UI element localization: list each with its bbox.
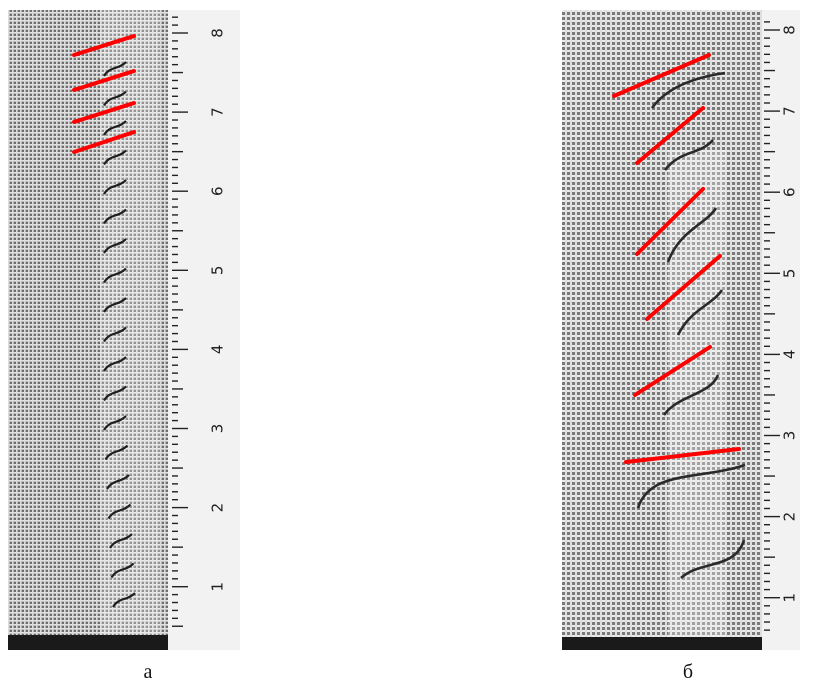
marker-line: [645, 254, 722, 321]
seam: [100, 10, 160, 650]
stitch: [103, 120, 127, 136]
marker-line: [624, 447, 741, 464]
ruler-number: 2: [209, 503, 227, 513]
stitch: [103, 179, 127, 195]
stitch: [103, 208, 127, 225]
ruler-number: 4: [781, 350, 799, 360]
panel: [8, 10, 240, 650]
marker-line: [635, 106, 705, 165]
marker-line: [612, 53, 711, 98]
seam: [668, 150, 726, 640]
marker-line: [72, 69, 136, 92]
stitch: [103, 61, 127, 77]
marker-line: [633, 345, 712, 397]
stitches: [103, 61, 136, 608]
marker-line: [72, 101, 136, 124]
stitch: [103, 356, 127, 372]
ruler-number: 1: [781, 593, 799, 603]
ruler-number: 3: [209, 424, 227, 434]
stitch: [109, 533, 133, 549]
marker-lines: [72, 34, 741, 464]
stitch: [110, 562, 135, 579]
ruler-number: 7: [781, 106, 799, 116]
edge: [562, 637, 762, 650]
stitch: [103, 415, 127, 431]
ruler-number: 6: [781, 187, 799, 197]
stitch: [650, 71, 726, 109]
stitch: [112, 592, 136, 608]
stitch: [680, 539, 746, 579]
stitch: [676, 289, 724, 336]
ruler-number: 2: [781, 512, 799, 522]
marker-line: [72, 34, 136, 57]
stitches: [636, 71, 746, 579]
panel: [562, 10, 800, 650]
ruler-number: 7: [209, 107, 227, 117]
edge: [8, 635, 168, 650]
ruler-number: 8: [781, 25, 799, 35]
ruler: [168, 10, 240, 650]
ruler-number: 4: [209, 345, 227, 355]
panel-label: а: [144, 661, 153, 683]
stitch: [103, 297, 127, 313]
ruler-scale: 1 2 3 4 5 6 7 8: [172, 16, 227, 627]
stitch: [107, 503, 132, 520]
panel-label: б: [683, 661, 693, 683]
ruler-scale: 1 2 3 4 5 6 7 8: [764, 21, 799, 631]
marker-line: [72, 130, 136, 154]
ruler-number: 5: [781, 269, 799, 279]
stitch: [103, 238, 127, 254]
ruler-number: 8: [209, 28, 227, 38]
ruler-number: 3: [781, 431, 799, 441]
ruler-number: 6: [209, 186, 227, 196]
marker-line: [635, 187, 705, 256]
ruler-number: 1: [209, 582, 227, 592]
stitch: [103, 326, 127, 343]
stitch: [106, 474, 130, 490]
stitch: [103, 267, 127, 284]
stitch: [103, 90, 127, 107]
stitch: [103, 149, 127, 166]
stitch: [103, 385, 127, 402]
stitch: [104, 444, 129, 461]
stitch: [636, 463, 746, 509]
stitch: [666, 207, 718, 263]
ruler-number: 5: [209, 266, 227, 276]
stitch: [663, 139, 714, 171]
stitch: [662, 374, 720, 416]
